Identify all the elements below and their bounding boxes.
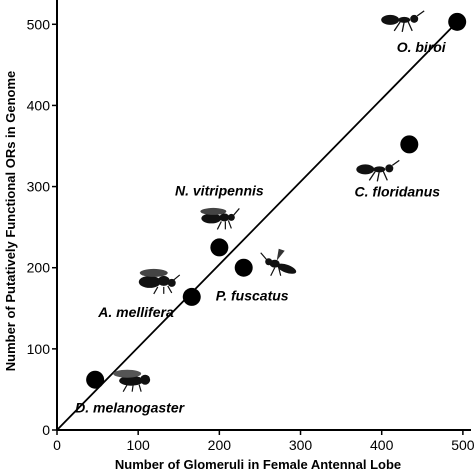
ant-icon [356,159,400,182]
paper-wasp-head [265,258,273,266]
data-point [448,12,467,31]
ant-thorax [398,16,411,23]
x-tick-label: 0 [53,437,61,453]
x-tick-label: 400 [370,437,394,453]
fly-legs [122,384,142,392]
ant-legs [393,10,425,32]
data-point [400,135,419,154]
point-label: A. mellifera [97,304,174,320]
insect-icons-group [113,10,425,392]
wasp-thorax [219,213,230,222]
ant-head [385,164,394,173]
wasp-legs [216,208,240,230]
bee-legs [153,274,181,295]
x-tick-label: 200 [208,437,232,453]
wasp-head [227,213,235,221]
paper-wasp-legs [260,252,282,276]
point-label: N. vitripennis [175,182,264,198]
point-label: C. floridanus [355,183,441,199]
x-tick-label: 500 [451,437,474,453]
fit-line-group [56,15,464,431]
wasp-abdomen [201,213,222,224]
data-point [210,238,229,257]
fit-line [56,15,464,431]
x-axis-title: Number of Glomeruli in Female Antennal L… [115,457,401,472]
ant-head [410,14,419,23]
fly-body [119,375,144,386]
paper-wasp-wing [276,248,285,261]
ant-gaster [356,164,375,175]
fly-head [140,374,151,385]
axes: 0 100 200 300 400 500 0 100 200 300 400 500 [27,0,474,453]
fly-wing [113,369,142,378]
point-label: D. melanogaster [75,400,185,416]
bee-wing [139,268,168,277]
y-tick-label: 0 [42,422,50,438]
paper-wasp-icon [260,248,297,276]
ant-gaster [381,14,400,25]
ant-icon [381,10,425,32]
y-tick-label: 200 [27,260,51,276]
bee-icon [138,268,181,295]
point-label: O. biroi [397,39,447,55]
x-tick-label: 100 [126,437,150,453]
y-tick-label: 400 [27,97,51,113]
point-labels-group: D. melanogaster A. mellifera N. vitripenni… [75,39,447,416]
y-axis-title: Number of Putatively Functional ORs in G… [3,71,18,372]
wasp-icon [200,207,240,230]
y-tick-label: 100 [27,341,51,357]
paper-wasp-abdomen [277,263,297,274]
data-point [86,370,105,389]
fly-icon [113,369,151,392]
ant-thorax [373,166,386,173]
bee-thorax [157,275,170,286]
bee-abdomen [138,275,161,288]
x-tick-label: 300 [289,437,313,453]
wasp-wing [200,207,227,215]
y-tick-label: 300 [27,179,51,195]
data-point [234,258,253,277]
point-label: P. fuscatus [216,288,289,304]
data-point [182,287,201,306]
ant-legs [368,159,400,182]
points-group [86,12,467,389]
bee-head [167,278,176,287]
y-tick-label: 500 [27,16,51,32]
